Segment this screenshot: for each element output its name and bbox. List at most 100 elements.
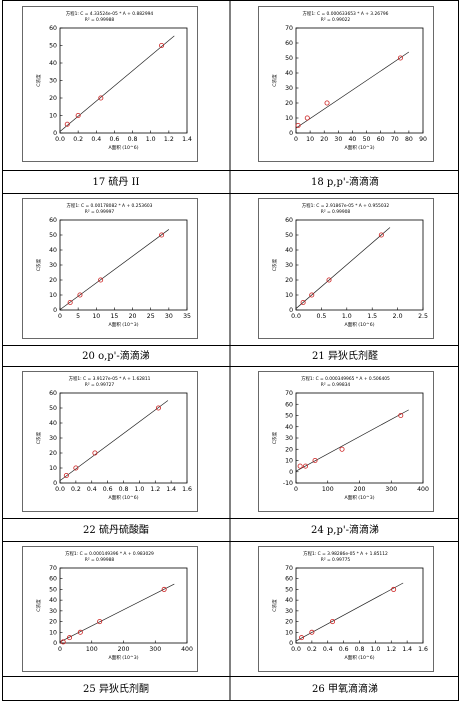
x-tick-label: 0.2	[73, 136, 83, 143]
x-tick-label: 0.0	[55, 136, 65, 143]
x-tick-label: 1.5	[367, 313, 377, 320]
plot-area	[295, 27, 424, 134]
r-squared-label: R² = 0.99727	[85, 382, 115, 388]
x-tick-label: 300	[385, 486, 397, 493]
chart-panel	[22, 198, 198, 339]
y-tick-label: 0	[53, 130, 57, 137]
y-tick-label: 50	[285, 586, 293, 593]
r-squared-label: R² = 0.99022	[321, 17, 351, 23]
y-tick-label: 0	[289, 307, 293, 314]
x-tick-label: 200	[354, 486, 366, 493]
y-tick-label: 10	[285, 629, 293, 636]
data-point	[309, 629, 315, 635]
x-tick-label: 1.2	[164, 136, 174, 143]
data-point	[324, 100, 330, 106]
y-tick-label: 50	[285, 413, 293, 420]
y-tick-label: 70	[285, 565, 293, 572]
data-point	[326, 277, 332, 283]
data-point	[297, 463, 303, 469]
y-tick-label: 30	[285, 435, 293, 442]
x-tick-label: 2.5	[418, 313, 428, 320]
x-tick-label: 70	[391, 136, 399, 143]
x-tick-label: 20	[320, 136, 328, 143]
data-point	[159, 43, 165, 49]
r-squared-label: R² = 0.99997	[85, 209, 115, 215]
x-tick-label: 0.8	[128, 136, 138, 143]
y-tick-label: 40	[285, 424, 293, 431]
data-point	[73, 465, 79, 471]
y-tick-label: 30	[49, 78, 57, 85]
x-tick-label: 1.6	[418, 646, 428, 653]
x-tick-label: 0	[58, 646, 62, 653]
data-point	[155, 405, 161, 411]
x-tick-label: 1.0	[342, 313, 352, 320]
x-tick-label: 1.0	[146, 136, 156, 143]
y-tick-label: 20	[49, 450, 57, 457]
y-tick-label: 60	[49, 390, 57, 397]
y-tick-label: 30	[49, 262, 57, 269]
x-tick-label: 25	[147, 313, 155, 320]
x-tick-label: 0.6	[110, 136, 120, 143]
equation-label: 方程1: C = 3.9127e-05 * A + 1.62811	[69, 375, 151, 382]
y-tick-label: 50	[49, 232, 57, 239]
chart-caption: 17 硫丹 II	[93, 175, 140, 188]
x-axis-label: A面积 (10^6)	[345, 321, 375, 328]
y-axis-label: C浓度	[35, 599, 42, 612]
y-tick-label: 30	[49, 435, 57, 442]
y-tick-label: 60	[285, 576, 293, 583]
fit-line	[295, 51, 410, 129]
y-axis-label: C浓度	[271, 258, 278, 271]
data-point	[398, 412, 404, 418]
x-tick-label: 300	[149, 646, 161, 653]
y-tick-label: 60	[285, 401, 293, 408]
data-point	[67, 299, 73, 305]
data-point	[303, 463, 309, 469]
data-point	[339, 446, 345, 452]
y-tick-label: 60	[285, 40, 293, 47]
chart-panel	[22, 371, 198, 512]
data-point	[77, 629, 83, 635]
r-squared-label: R² = 0.99988	[85, 557, 115, 563]
data-point	[97, 619, 103, 625]
y-axis-label: C浓度	[35, 258, 42, 271]
x-tick-label: 90	[419, 136, 427, 143]
y-tick-label: 0	[289, 469, 293, 476]
x-tick-label: 10	[306, 136, 314, 143]
x-tick-label: 40	[349, 136, 357, 143]
y-tick-label: 30	[285, 608, 293, 615]
y-tick-label: 0	[53, 307, 57, 314]
y-tick-label: 60	[285, 217, 293, 224]
equation-label: 方程1: C = 0.000149396 * A + 0.983029	[65, 550, 154, 557]
data-point	[75, 113, 81, 119]
fit-line	[59, 583, 175, 643]
fit-line	[59, 35, 175, 132]
x-tick-label: 100	[86, 646, 98, 653]
chart-caption: 21 异狄氏剂醛	[312, 349, 378, 362]
x-tick-label: 0.6	[103, 486, 113, 493]
x-tick-label: 10	[92, 313, 100, 320]
x-tick-label: 1.4	[166, 486, 176, 493]
equation-label: 方程1: C = 4.33524e-05 * A + 0.882994	[66, 10, 154, 17]
x-tick-label: 50	[363, 136, 371, 143]
chart-panel	[22, 6, 198, 162]
y-tick-label: 20	[285, 619, 293, 626]
y-tick-label: 50	[285, 232, 293, 239]
y-tick-label: 30	[285, 85, 293, 92]
y-tick-label: 40	[49, 420, 57, 427]
y-tick-label: 20	[49, 277, 57, 284]
x-tick-label: 80	[405, 136, 413, 143]
y-tick-label: 20	[49, 619, 57, 626]
data-point	[378, 232, 384, 238]
x-tick-label: 5	[76, 313, 80, 320]
x-tick-label: 0.2	[307, 646, 317, 653]
y-tick-label: 0	[53, 480, 57, 487]
y-tick-label: 30	[49, 608, 57, 615]
data-point	[304, 115, 310, 121]
equation-label: 方程1: C = 0.000633653 * A + 3.26796	[303, 10, 389, 17]
y-tick-label: 40	[285, 70, 293, 77]
x-tick-label: 1.2	[386, 646, 396, 653]
data-point	[98, 277, 104, 283]
